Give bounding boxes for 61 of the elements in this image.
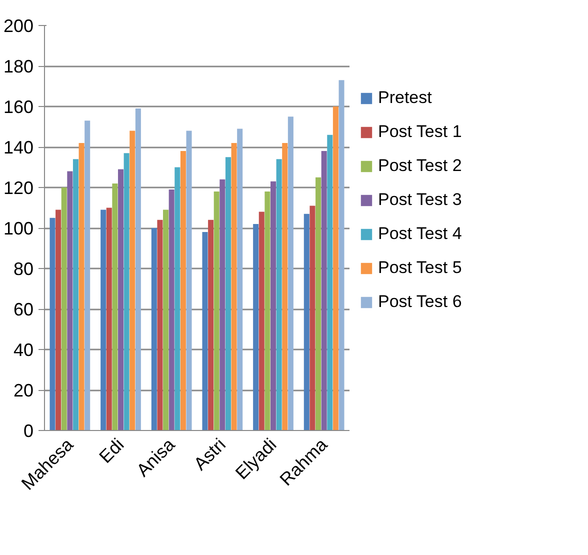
bar: [168, 190, 174, 430]
bar: [225, 157, 231, 430]
bar: [332, 106, 338, 430]
bar: [157, 220, 163, 430]
y-tick-label: 0: [23, 421, 34, 441]
bar: [112, 183, 118, 430]
bar: [130, 130, 136, 430]
bar: [270, 181, 276, 430]
bar: [202, 232, 208, 430]
bar: [253, 224, 259, 430]
legend-label: Pretest: [378, 88, 432, 108]
y-tick-label: 60: [13, 300, 34, 320]
legend-label: Post Test 5: [378, 258, 462, 278]
legend-label: Post Test 2: [378, 156, 462, 176]
bar: [208, 220, 214, 430]
bar: [231, 142, 237, 430]
bar: [84, 120, 90, 430]
legend-label: Post Test 3: [378, 190, 462, 210]
bar: [180, 151, 186, 430]
bar: [288, 116, 294, 430]
bar: [50, 218, 56, 430]
bar: [214, 192, 220, 430]
y-tick-label: 40: [13, 340, 34, 360]
bar: [310, 206, 316, 430]
bar: [163, 210, 169, 430]
bar: [118, 169, 124, 430]
bar: [338, 80, 344, 430]
y-tick-label: 160: [3, 97, 34, 117]
bar: [327, 134, 333, 430]
y-tick-label: 100: [3, 218, 34, 238]
legend-label: Post Test 1: [378, 122, 462, 142]
y-tick-label: 140: [3, 138, 34, 158]
bar: [282, 142, 288, 430]
bar: [264, 192, 270, 430]
y-tick-label: 120: [3, 178, 34, 198]
bar: [316, 177, 322, 430]
bar: [321, 151, 327, 430]
bar: [237, 128, 243, 430]
bar: [124, 153, 130, 430]
bar: [78, 142, 84, 430]
bar: [61, 188, 67, 430]
bar: [106, 208, 112, 430]
bar: [186, 130, 192, 430]
bar: [72, 159, 78, 430]
y-tick-label: 20: [13, 380, 34, 400]
bar: [151, 228, 157, 430]
legend-label: Post Test 6: [378, 292, 462, 312]
bar: [67, 171, 73, 430]
bar: [258, 212, 264, 430]
bar: [304, 214, 310, 430]
bar: [276, 159, 282, 430]
bar: [56, 210, 62, 430]
x-tick-label: Edi: [95, 434, 128, 467]
y-tick-label: 80: [13, 259, 34, 279]
bar: [220, 179, 226, 430]
bar: [174, 167, 180, 430]
y-tick-label: 200: [3, 16, 34, 36]
bar: [135, 108, 141, 430]
legend-label: Post Test 4: [378, 224, 462, 244]
y-tick-label: 180: [3, 56, 34, 76]
bar: [100, 210, 106, 430]
